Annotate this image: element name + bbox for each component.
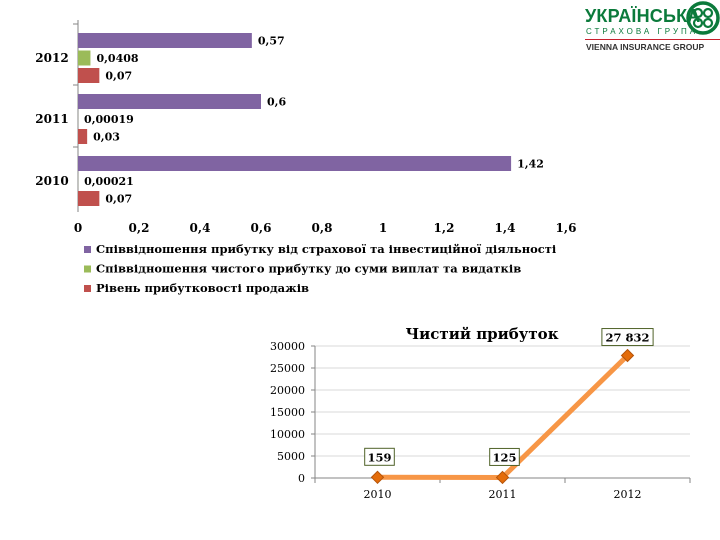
- y-tick-label: 0: [298, 472, 305, 485]
- series-line: [375, 353, 630, 480]
- data-label: 0,00019: [84, 113, 134, 126]
- x-tick-label: 0,8: [312, 221, 333, 235]
- x-tick-label: 0: [74, 221, 82, 235]
- data-label: 27 832: [605, 331, 649, 345]
- legend-swatch: [84, 285, 91, 292]
- data-label: 0,03: [93, 131, 120, 144]
- logo-tagline: VIENNA INSURANCE GROUP: [586, 42, 705, 52]
- data-label: 1,42: [517, 158, 544, 171]
- data-label: 0,07: [105, 70, 132, 83]
- bar: [78, 156, 512, 171]
- y-tick-label: 10000: [270, 428, 305, 441]
- legend-label: Співвідношення прибутку від страхової та…: [96, 242, 557, 256]
- legend-swatch: [84, 246, 91, 253]
- logo-subtitle: СТРАХОВА ГРУПА: [586, 27, 699, 36]
- rings-logo-icon: [686, 1, 720, 35]
- data-label: 125: [492, 450, 516, 464]
- logo-title: УКРАЇНСЬКА: [585, 6, 701, 26]
- x-tick-label: 2011: [489, 488, 517, 501]
- data-label-box: [601, 328, 654, 347]
- data-point: [620, 348, 635, 363]
- y-tick-label: 5000: [277, 450, 305, 463]
- category-label: 2011: [35, 112, 68, 126]
- bar: [78, 50, 91, 66]
- data-label: 159: [367, 450, 391, 464]
- data-point: [370, 470, 385, 485]
- x-tick-label: 1,4: [495, 221, 516, 235]
- y-tick-label: 20000: [270, 384, 305, 397]
- logo-divider: [585, 39, 720, 40]
- x-tick-label: 2010: [364, 488, 392, 501]
- x-tick-label: 1: [379, 221, 387, 235]
- ratios-bar-chart: 2012 0,57 0,0408 0,07 2011 0,6 0,00019 0,03 2010…: [35, 20, 577, 295]
- bar: [78, 68, 100, 83]
- data-label-box: [489, 447, 520, 466]
- x-tick-label: 0,4: [190, 221, 211, 235]
- category-label: 2010: [35, 174, 68, 188]
- category-label: 2012: [35, 51, 68, 65]
- data-label-box: [364, 447, 395, 466]
- y-tick-label: 15000: [270, 406, 305, 419]
- x-tick-label: 0,2: [129, 221, 150, 235]
- legend-label: Рівень прибутковості продажів: [96, 281, 309, 295]
- data-label: 0,00021: [84, 175, 134, 188]
- company-logo: УКРАЇНСЬКА СТРАХОВА ГРУПА VIENNA INSURAN…: [585, 0, 720, 58]
- x-tick-label: 0,6: [251, 221, 272, 235]
- x-tick-label: 1,6: [556, 221, 577, 235]
- data-label: 0,6: [267, 96, 286, 109]
- data-label: 0,07: [105, 193, 132, 206]
- bar: [78, 33, 252, 48]
- legend-swatch: [84, 265, 91, 273]
- y-tick-label: 30000: [270, 340, 305, 353]
- x-tick-label: 1,2: [434, 221, 455, 235]
- data-label: 0,0408: [96, 52, 138, 65]
- bar: [78, 94, 261, 109]
- bar: [78, 191, 100, 206]
- data-label: 0,57: [258, 35, 285, 48]
- y-tick-label: 25000: [270, 362, 305, 375]
- chart-title: Чистий прибуток: [405, 325, 558, 343]
- x-tick-label: 2012: [614, 488, 642, 501]
- bar: [78, 129, 88, 144]
- legend-label: Співвідношення чистого прибутку до суми …: [96, 262, 521, 276]
- data-point: [495, 470, 510, 485]
